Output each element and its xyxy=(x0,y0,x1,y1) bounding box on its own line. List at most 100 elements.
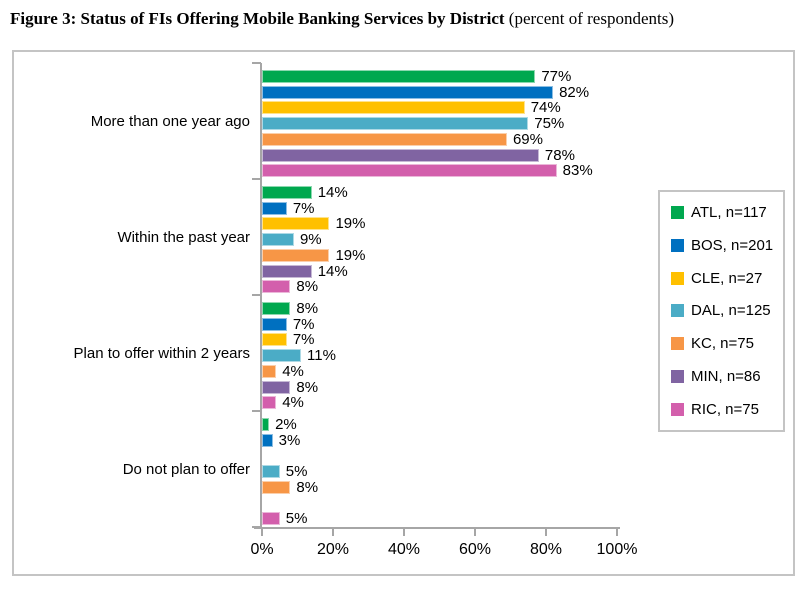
legend-item: DAL, n=125 xyxy=(671,302,779,319)
x-axis-tick-label: 100% xyxy=(596,541,638,558)
bar-kc xyxy=(262,132,507,146)
bar-min xyxy=(262,380,291,394)
bar-value-label: 7% xyxy=(292,315,315,333)
bar-value-label: 78% xyxy=(544,146,575,164)
figure-title: Figure 3: Status of FIs Offering Mobile … xyxy=(10,8,800,30)
bar-min xyxy=(262,264,312,278)
bar-bos xyxy=(262,201,287,215)
bar-value-label: 9% xyxy=(299,231,322,249)
bar-value-label: 74% xyxy=(530,99,561,117)
bar-value-label: 4% xyxy=(282,394,304,412)
bar-value-label: 82% xyxy=(559,83,590,101)
bar-bos xyxy=(262,85,554,99)
bar-atl xyxy=(262,186,312,199)
x-axis-tick xyxy=(616,529,618,536)
bar-value-label: 77% xyxy=(541,68,572,85)
legend-label: MIN, n=86 xyxy=(691,368,761,386)
bar-dal xyxy=(262,465,280,479)
legend-item: BOS, n=201 xyxy=(671,237,779,254)
y-axis-tick xyxy=(252,62,261,64)
bar-value-label: 8% xyxy=(296,378,319,396)
bar-dal xyxy=(262,233,294,247)
legend: ATL, n=117 BOS, n=201 CLE, n=27 DAL, n=125 K… xyxy=(658,190,785,432)
bar-ric xyxy=(262,280,291,294)
x-axis-line xyxy=(254,527,620,529)
bar-ric xyxy=(262,396,277,410)
bar-value-label: 8% xyxy=(296,478,319,496)
figure-title-bold: Figure 3: Status of FIs Offering Mobile … xyxy=(10,9,505,28)
x-axis-tick-label: 40% xyxy=(387,541,421,558)
bar-cle xyxy=(262,217,330,231)
legend-swatch xyxy=(671,337,684,351)
bar-ric xyxy=(262,512,280,526)
bar-kc xyxy=(262,364,277,378)
x-axis-tick xyxy=(261,529,263,536)
bar-value-label: 69% xyxy=(512,130,543,148)
category-label: Do not plan to offer xyxy=(122,460,250,478)
legend-item: MIN, n=86 xyxy=(671,368,779,385)
x-axis-tick-label: 60% xyxy=(458,541,492,558)
bar-value-label: 8% xyxy=(296,300,319,317)
bar-value-label: 3% xyxy=(278,431,301,449)
bar-atl xyxy=(262,418,270,431)
plot-area: 77% 82% 74% 75% 69% 78% 83% 14% 7% 19% 9% 19% 14% 8% 8… xyxy=(262,63,617,527)
legend-swatch xyxy=(671,304,684,318)
legend-item: KC, n=75 xyxy=(671,335,779,352)
bar-dal xyxy=(262,117,529,131)
bar-value-label: 5% xyxy=(285,463,308,481)
bar-bos xyxy=(262,317,287,331)
bar-bos xyxy=(262,433,273,447)
y-axis-tick xyxy=(252,178,261,180)
y-axis-line xyxy=(260,63,262,529)
bar-kc xyxy=(262,248,330,262)
bar-cle xyxy=(262,101,525,115)
bar-value-label: 83% xyxy=(562,162,593,180)
legend-item: RIC, n=75 xyxy=(671,401,779,418)
category-label: More than one year ago xyxy=(90,112,250,130)
bar-value-label: 2% xyxy=(275,416,297,433)
legend-swatch xyxy=(671,271,684,285)
x-axis-tick-label: 80% xyxy=(529,541,563,558)
bar-cle xyxy=(262,333,287,347)
bar-value-label: 14% xyxy=(317,184,348,201)
legend-item: ATL, n=117 xyxy=(671,204,779,221)
x-axis-tick xyxy=(332,529,334,536)
bar-min xyxy=(262,148,539,162)
x-axis-tick-label: 0% xyxy=(250,541,274,558)
bar-value-label: 7% xyxy=(292,199,315,217)
category-label: Plan to offer within 2 years xyxy=(73,344,250,362)
bar-value-label: 5% xyxy=(285,510,308,528)
y-axis-tick xyxy=(252,294,261,296)
bar-value-label: 4% xyxy=(282,362,304,380)
legend-label: DAL, n=125 xyxy=(691,302,771,320)
legend-label: KC, n=75 xyxy=(691,335,754,353)
bar-value-label: 19% xyxy=(335,246,366,264)
legend-label: BOS, n=201 xyxy=(691,236,774,254)
legend-item: CLE, n=27 xyxy=(671,270,779,287)
legend-label: CLE, n=27 xyxy=(691,269,763,287)
legend-swatch xyxy=(671,238,684,252)
y-axis-tick xyxy=(252,526,261,528)
bar-value-label: 11% xyxy=(307,347,336,365)
legend-swatch xyxy=(671,206,684,219)
x-axis-tick xyxy=(545,529,547,536)
bar-kc xyxy=(262,480,291,494)
bar-value-label: 8% xyxy=(296,278,319,296)
legend-label: ATL, n=117 xyxy=(691,204,767,221)
x-axis-tick-label: 20% xyxy=(316,541,350,558)
figure-title-normal: (percent of respondents) xyxy=(504,9,675,28)
x-axis-tick xyxy=(474,529,476,536)
bar-atl xyxy=(262,70,536,83)
bar-value-label: 7% xyxy=(292,331,315,349)
category-axis-labels: More than one year ago Within the past ye… xyxy=(22,63,250,527)
bar-ric xyxy=(262,164,557,178)
legend-label: RIC, n=75 xyxy=(691,400,759,418)
bar-value-label: 19% xyxy=(335,215,366,233)
x-axis-tick xyxy=(403,529,405,536)
bar-dal xyxy=(262,349,302,363)
legend-swatch xyxy=(671,402,684,416)
legend-swatch xyxy=(671,370,684,384)
category-label: Within the past year xyxy=(117,228,250,246)
bar-value-label: 14% xyxy=(317,262,348,280)
